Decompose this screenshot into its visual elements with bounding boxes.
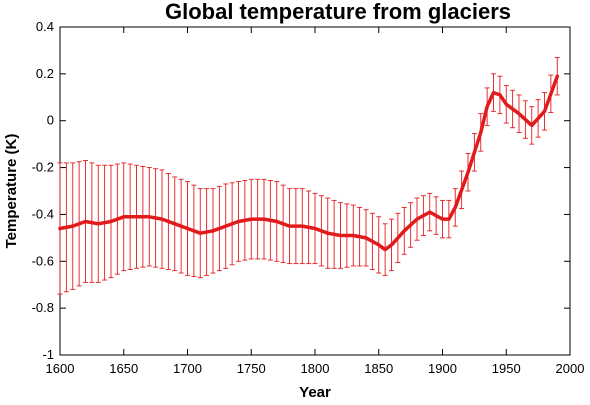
x-tick-label: 1900 [428,361,457,376]
x-tick-label: 1950 [492,361,521,376]
y-tick-label: -0.6 [32,253,54,268]
x-tick-label: 1650 [109,361,138,376]
y-tick-label: -1 [42,347,54,362]
series-lines [58,74,560,252]
y-axis-label: Temperature (K) [3,134,20,249]
x-axis: 1600 1650 1700 1750 1800 1850 1900 1950 2000 [46,27,585,376]
error-bars [57,57,560,295]
y-tick-label: 0.4 [36,19,54,34]
x-tick-label: 1750 [237,361,266,376]
y-tick-label: 0.2 [36,66,54,81]
y-tick-label: -0.2 [32,160,54,175]
x-tick-label: 2000 [556,361,585,376]
x-tick-label: 1600 [46,361,75,376]
x-axis-label: Year [299,384,331,401]
series-line [58,74,560,252]
x-tick-label: 1700 [173,361,202,376]
y-axis: -1 -0.8 -0.6 -0.4 -0.2 0 0.2 0.4 [32,19,570,362]
y-tick-label: -0.8 [32,300,54,315]
x-tick-label: 1800 [301,361,330,376]
x-tick-label: 1850 [364,361,393,376]
y-tick-label: 0 [47,113,54,128]
chart-title: Global temperature from glaciers [165,0,511,24]
y-tick-label: -0.4 [32,206,54,221]
